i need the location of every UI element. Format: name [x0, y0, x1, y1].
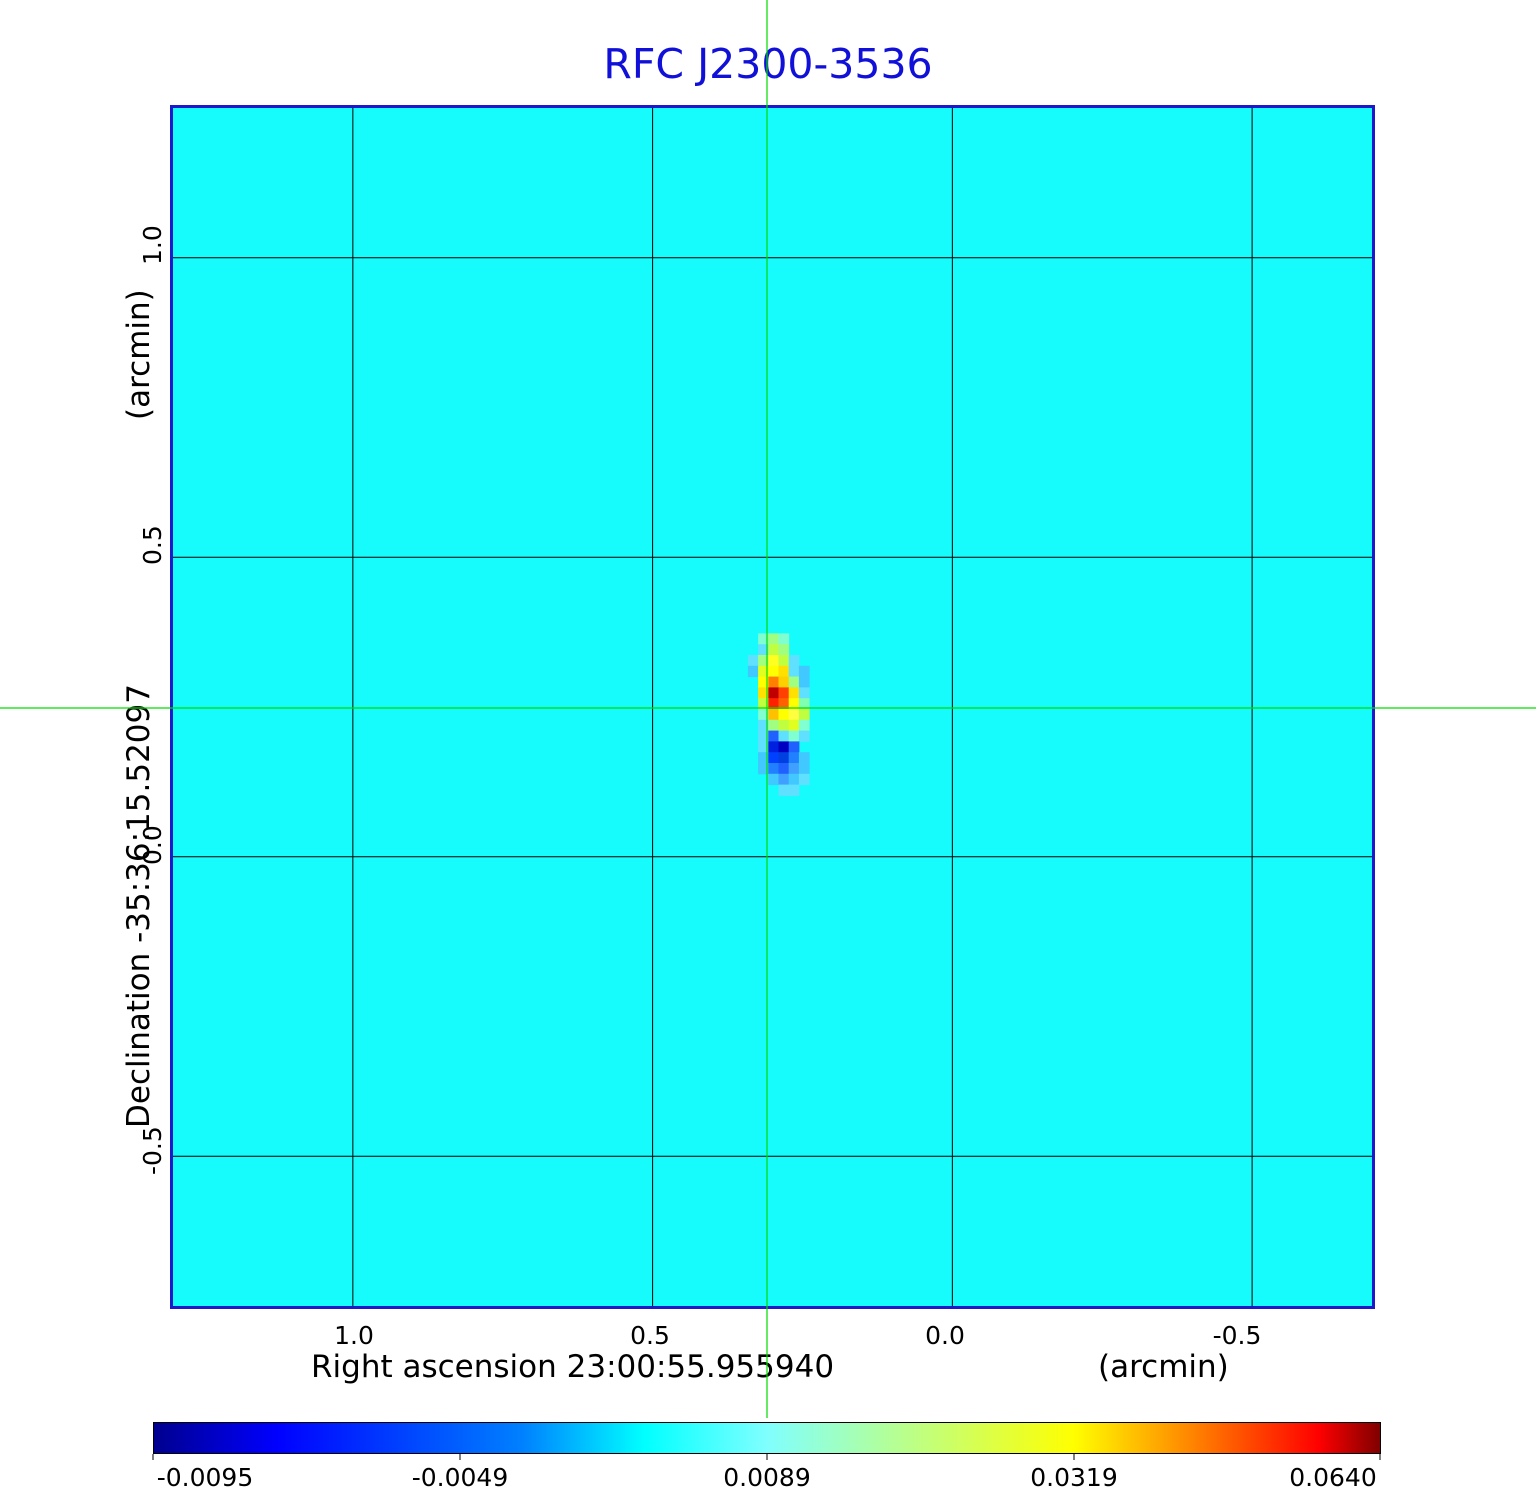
source-pixel: [758, 687, 769, 699]
source-pixel: [778, 730, 790, 742]
source-pixel: [798, 687, 810, 699]
source-pixel: [768, 654, 779, 667]
radio-source: [747, 633, 810, 796]
source-pixel: [788, 676, 800, 688]
source-pixel: [768, 752, 779, 764]
source-pixel: [768, 741, 779, 753]
source-pixel: [788, 762, 800, 775]
source-pixel: [778, 741, 790, 753]
colorbar-tick-1: -0.0049: [411, 1463, 509, 1492]
y-tick-label-3: -0.5: [138, 1126, 167, 1175]
x-axis-unit: (arcmin): [1098, 1349, 1229, 1385]
colorbar-tick-0: -0.0095: [156, 1463, 254, 1492]
source-pixel: [747, 665, 759, 678]
image-title: RFC J2300-3536: [603, 40, 933, 88]
y-axis-unit: (arcmin): [121, 289, 157, 420]
source-pixel: [778, 633, 790, 645]
source-pixel: [798, 773, 810, 786]
x-tick-label-2: 0.0: [925, 1321, 965, 1350]
source-pixel: [788, 665, 800, 678]
colorbar-tick-4: 0.0640: [1289, 1463, 1377, 1492]
source-pixel: [758, 665, 769, 678]
source-pixel: [768, 633, 779, 645]
source-pixel: [778, 719, 790, 732]
source-pixel: [788, 708, 800, 721]
source-pixel: [788, 741, 800, 753]
source-pixel: [778, 687, 790, 699]
source-pixel: [778, 676, 790, 688]
source-pixel: [778, 644, 790, 656]
source-pixel: [798, 698, 810, 710]
source-pixel: [788, 784, 800, 796]
x-tick-label-1: 0.5: [630, 1321, 670, 1350]
source-pixel: [788, 730, 800, 742]
source-pixel: [778, 698, 790, 710]
source-pixel: [768, 687, 779, 699]
y-tick-label-0: 1.0: [138, 225, 167, 265]
source-pixel: [788, 654, 800, 667]
source-pixel: [758, 644, 769, 656]
source-pixel: [768, 773, 779, 786]
source-pixel: [768, 762, 779, 775]
source-pixel: [778, 654, 790, 667]
source-pixel: [758, 676, 769, 688]
source-pixel: [758, 741, 769, 753]
colorbar-tick-3: 0.0319: [1030, 1463, 1118, 1492]
source-pixel: [778, 708, 790, 721]
source-pixel: [798, 708, 810, 721]
source-pixel: [778, 784, 790, 796]
source-pixel: [778, 752, 790, 764]
source-pixel: [768, 665, 779, 678]
source-pixel: [768, 698, 779, 710]
source-pixel: [758, 633, 769, 645]
source-pixel: [798, 730, 810, 742]
source-pixel: [758, 719, 769, 732]
source-pixel: [747, 654, 759, 667]
coordinate-grid: [173, 108, 1372, 1306]
source-pixel: [768, 719, 779, 732]
source-pixel: [778, 665, 790, 678]
source-pixel: [758, 654, 769, 667]
source-pixel: [768, 708, 779, 721]
source-pixel: [798, 752, 810, 764]
source-pixel: [788, 773, 800, 786]
source-pixel: [798, 719, 810, 732]
source-pixel: [758, 698, 769, 710]
source-pixel: [788, 719, 800, 732]
source-pixel: [798, 665, 810, 678]
source-pixel: [778, 773, 790, 786]
sky-image-canvas[interactable]: [173, 108, 1372, 1306]
source-pixel: [798, 676, 810, 688]
colorbar: [153, 1422, 1381, 1454]
source-pixel: [758, 730, 769, 742]
x-tick-label-0: 1.0: [334, 1321, 374, 1350]
sky-image-panel[interactable]: [170, 105, 1375, 1309]
source-pixel: [788, 687, 800, 699]
source-pixel: [758, 762, 769, 775]
x-tick-label-3: -0.5: [1212, 1321, 1262, 1350]
y-tick-label-1: 0.5: [138, 525, 167, 565]
source-pixel: [768, 730, 779, 742]
colorbar-tick-2: 0.0089: [723, 1463, 811, 1492]
source-pixel: [788, 752, 800, 764]
source-pixel: [758, 752, 769, 764]
x-axis-label: Right ascension 23:00:55.955940: [311, 1349, 835, 1385]
source-pixel: [768, 676, 779, 688]
y-axis-label: Declination -35:36:15.52097: [121, 684, 157, 1128]
source-pixel: [798, 762, 810, 775]
source-pixel: [788, 698, 800, 710]
source-pixel: [768, 644, 779, 656]
source-pixel: [778, 762, 790, 775]
source-pixel: [758, 708, 769, 721]
